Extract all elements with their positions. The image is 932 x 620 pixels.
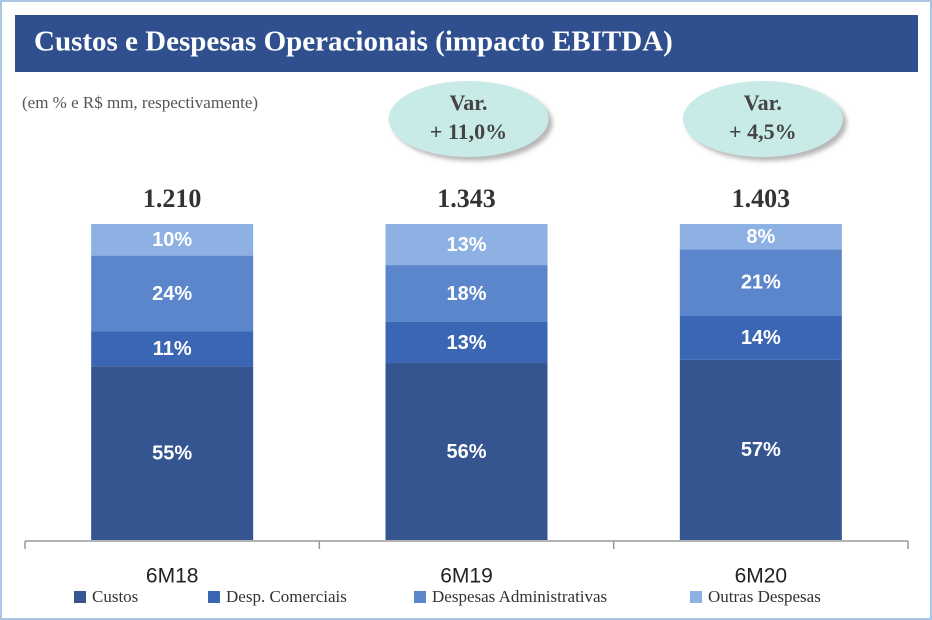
data-label: 55%	[152, 442, 192, 464]
total-label: 1.343	[437, 184, 496, 213]
total-label: 1.210	[143, 184, 202, 213]
bar-segment	[91, 255, 254, 332]
annotation-text: Var.	[744, 90, 782, 115]
legend-label: Desp. Comerciais	[226, 587, 347, 606]
bar-segment	[679, 359, 842, 540]
bar-segment	[679, 224, 842, 250]
data-label: 24%	[152, 283, 192, 305]
data-label: 11%	[153, 338, 192, 360]
title-bar	[15, 15, 918, 72]
legend-swatch	[74, 591, 86, 603]
data-label: 14%	[741, 327, 781, 349]
data-label: 13%	[446, 234, 486, 256]
annotation-bubble	[388, 81, 549, 157]
bar-segment	[679, 249, 842, 316]
data-label: 10%	[152, 229, 192, 251]
bar-segment	[91, 331, 254, 367]
annotation-text: + 4,5%	[729, 119, 797, 144]
bar-segment	[385, 265, 548, 322]
annotation-text: + 11,0%	[430, 119, 507, 144]
data-label: 56%	[446, 441, 486, 463]
annotation-text: Var.	[449, 90, 487, 115]
legend-label: Despesas Administrativas	[432, 587, 607, 606]
bar-segment	[91, 224, 254, 256]
legend-label: Custos	[92, 587, 138, 606]
data-label: 21%	[741, 272, 781, 294]
legend-swatch	[690, 591, 702, 603]
bar-segment	[385, 363, 548, 540]
bar-segment	[385, 224, 548, 266]
legend-swatch	[414, 591, 426, 603]
legend-swatch	[208, 591, 220, 603]
x-tick-label: 6M20	[735, 565, 788, 588]
chart-title: Custos e Despesas Operacionais (impacto …	[34, 26, 673, 58]
bar-segment	[679, 315, 842, 360]
data-label: 18%	[446, 283, 486, 305]
x-tick-label: 6M18	[146, 565, 199, 588]
annotation-bubble	[682, 81, 843, 157]
data-label: 57%	[741, 439, 781, 461]
bar-segment	[91, 366, 254, 540]
data-label: 13%	[446, 332, 486, 354]
legend-label: Outras Despesas	[708, 587, 821, 606]
data-label: 8%	[746, 226, 775, 248]
total-label: 1.403	[732, 184, 791, 213]
subtitle: (em % e R$ mm, respectivamente)	[22, 93, 258, 112]
bar-segment	[385, 321, 548, 364]
x-tick-label: 6M19	[440, 565, 493, 588]
